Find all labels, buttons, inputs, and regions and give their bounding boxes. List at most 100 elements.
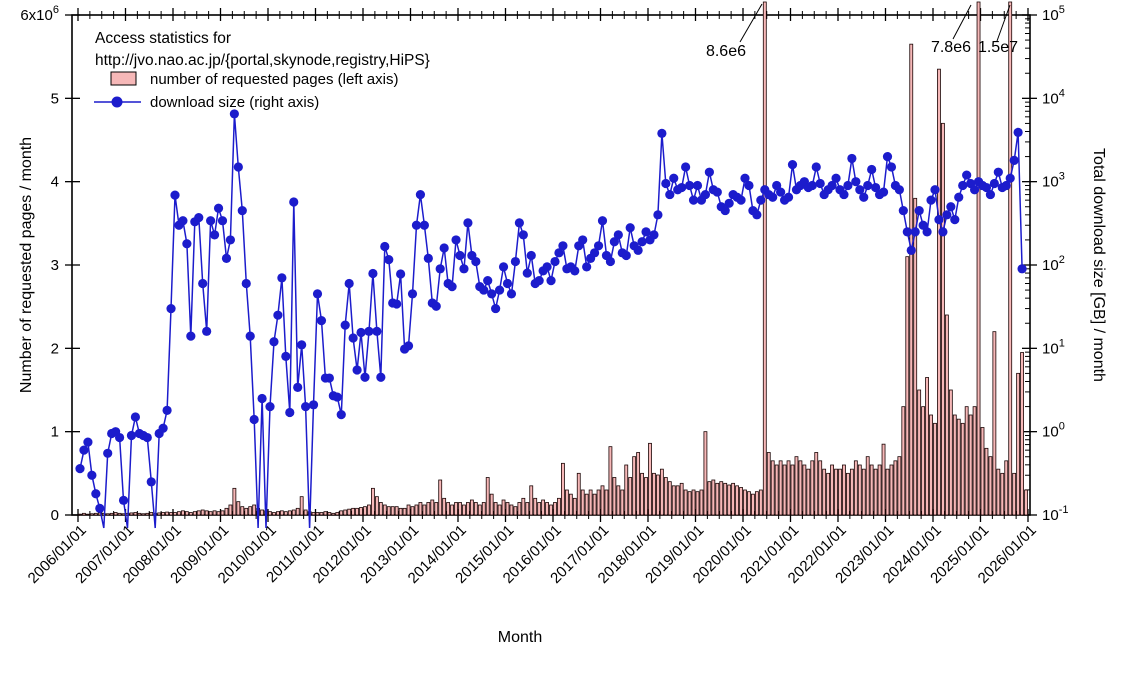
- bar-month: [260, 509, 264, 516]
- download-size-marker: [681, 162, 691, 172]
- bar-month: [497, 504, 502, 516]
- bar-month: [402, 507, 407, 516]
- bar-month: [921, 406, 926, 516]
- bar-month: [624, 464, 629, 516]
- bar-month: [129, 512, 134, 516]
- bar-month: [473, 502, 478, 516]
- download-size-marker: [380, 241, 390, 252]
- download-size-marker: [471, 256, 481, 267]
- bar-month: [291, 509, 296, 516]
- bar-month: [410, 506, 415, 516]
- download-size-marker: [130, 412, 141, 422]
- bar-month: [758, 489, 763, 516]
- bar-month: [422, 504, 427, 516]
- download-size-marker: [946, 202, 956, 212]
- bar-month: [477, 504, 482, 516]
- bar-month: [323, 511, 328, 516]
- annotations: 8.6e6 7.8e6 1.5e7: [706, 3, 1018, 60]
- bar-month: [857, 464, 862, 516]
- bar-month: [810, 460, 815, 516]
- annotation-leader-line: [739, 3, 763, 43]
- download-size-marker: [435, 264, 445, 274]
- bar-month: [826, 472, 831, 516]
- bar-month: [149, 512, 154, 516]
- download-size-marker: [233, 162, 243, 172]
- bar-month: [335, 512, 340, 516]
- download-size-marker: [356, 327, 366, 338]
- bar-month: [956, 418, 961, 516]
- bar-month: [426, 502, 431, 516]
- download-size-marker: [340, 320, 350, 330]
- bar-month: [355, 507, 359, 516]
- title-line-1: Access statistics for: [95, 30, 231, 47]
- download-size-marker: [368, 268, 378, 279]
- download-size-marker: [316, 316, 327, 326]
- bar-month: [743, 489, 747, 516]
- bar-month: [505, 502, 510, 516]
- bar-month: [564, 489, 569, 516]
- bar-month: [806, 468, 811, 516]
- download-size-marker: [542, 262, 552, 272]
- bar-month: [272, 512, 276, 516]
- download-size-marker: [494, 285, 505, 295]
- bar-month: [885, 468, 890, 516]
- bar-month: [798, 460, 803, 516]
- download-size-marker: [578, 235, 588, 245]
- download-size-marker: [950, 215, 960, 225]
- bar-month: [802, 464, 807, 516]
- bar-month: [343, 509, 348, 516]
- download-size-marker: [534, 275, 544, 286]
- bar-month: [442, 497, 447, 516]
- bar-month: [861, 468, 866, 516]
- right-tick-label: 104: [1042, 87, 1065, 107]
- download-size-marker: [431, 301, 441, 311]
- legend-label-download: download size (right axis): [150, 94, 319, 111]
- bar-month: [853, 460, 858, 516]
- bar-month: [667, 481, 672, 516]
- bar-month: [636, 452, 641, 516]
- download-size-marker: [839, 189, 849, 200]
- download-size-marker: [930, 185, 940, 195]
- bar-month: [588, 489, 593, 516]
- bar-month: [659, 468, 664, 516]
- download-size-marker: [637, 237, 647, 247]
- bar-month: [157, 512, 162, 516]
- bar-month: [929, 414, 933, 516]
- download-size-marker: [787, 160, 798, 170]
- download-size-marker: [1005, 173, 1015, 183]
- download-size-marker: [867, 164, 877, 175]
- bar-month: [834, 468, 838, 516]
- download-size-marker: [312, 289, 323, 299]
- bar-month: [632, 456, 637, 516]
- download-size-marker: [91, 489, 101, 499]
- download-size-marker: [1013, 127, 1023, 138]
- download-size-marker: [114, 432, 125, 443]
- bar-month: [390, 506, 395, 516]
- download-size-marker: [958, 180, 968, 191]
- bar-month: [315, 512, 320, 516]
- download-size-marker: [269, 337, 279, 347]
- download-size-marker: [1009, 155, 1019, 165]
- bar-month: [466, 502, 470, 516]
- bar-month: [723, 482, 728, 516]
- bar-month: [568, 493, 573, 516]
- bar-month: [612, 477, 617, 516]
- download-size-marker: [209, 230, 220, 240]
- download-size-marker: [289, 197, 299, 207]
- download-size-marker: [926, 195, 936, 205]
- bar-month: [434, 502, 439, 516]
- bar-month: [89, 513, 94, 516]
- download-size-marker: [985, 189, 996, 200]
- download-size-marker: [217, 216, 228, 226]
- bar-month: [849, 468, 854, 516]
- bar-month: [671, 485, 676, 516]
- download-size-marker: [934, 215, 944, 225]
- bar-month: [374, 496, 379, 516]
- download-size-marker: [665, 189, 675, 200]
- download-size-marker: [886, 162, 897, 172]
- download-size-marker: [704, 167, 714, 177]
- bar-month: [232, 487, 237, 516]
- bar-month: [121, 513, 126, 516]
